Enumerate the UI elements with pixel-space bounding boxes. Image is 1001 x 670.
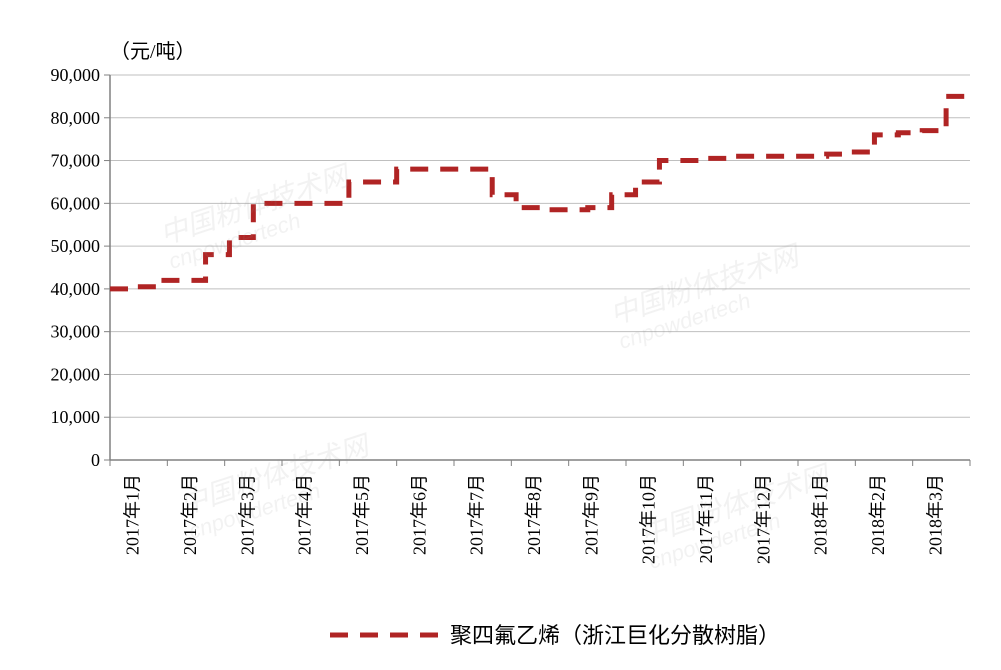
x-tick-label: 2017年2月 bbox=[180, 474, 200, 555]
y-tick-label: 90,000 bbox=[51, 65, 101, 85]
chart-container: （元/吨） 0 10,000 20,000 30,000 40,000 50,000 60,… bbox=[20, 20, 980, 650]
x-tick-label: 2017年5月 bbox=[352, 474, 372, 555]
x-tick-label: 2018年2月 bbox=[868, 474, 888, 555]
y-tick-label: 20,000 bbox=[51, 364, 101, 384]
x-tick-label: 2018年3月 bbox=[925, 474, 945, 555]
x-tick-label: 2017年3月 bbox=[237, 474, 257, 555]
x-tick-label: 2017年10月 bbox=[639, 474, 659, 564]
y-tick-label: 0 bbox=[91, 450, 100, 470]
x-tick-label: 2017年11月 bbox=[696, 474, 716, 563]
y-axis-unit-label: （元/吨） bbox=[110, 35, 196, 64]
x-tick-label: 2017年9月 bbox=[581, 474, 601, 555]
series-line bbox=[110, 96, 970, 289]
price-step-chart: 0 10,000 20,000 30,000 40,000 50,000 60,000 70,… bbox=[20, 20, 980, 650]
y-tick-label: 10,000 bbox=[51, 407, 101, 427]
y-tick-label: 30,000 bbox=[51, 322, 101, 342]
y-tick-label: 60,000 bbox=[51, 193, 101, 213]
y-tick-label: 50,000 bbox=[51, 236, 101, 256]
y-tick-label: 80,000 bbox=[51, 108, 101, 128]
y-tick-label: 40,000 bbox=[51, 279, 101, 299]
x-tick-label: 2017年7月 bbox=[467, 474, 487, 555]
y-tick-label: 70,000 bbox=[51, 151, 101, 171]
x-tick-label: 2017年6月 bbox=[409, 474, 429, 555]
x-tick-label: 2018年1月 bbox=[811, 474, 831, 555]
x-tick-label: 2017年12月 bbox=[753, 474, 773, 564]
x-tick-label: 2017年1月 bbox=[123, 474, 143, 555]
legend-label: 聚四氟乙烯（浙江巨化分散树脂） bbox=[450, 623, 780, 648]
x-tick-label: 2017年4月 bbox=[295, 474, 315, 555]
x-tick-label: 2017年8月 bbox=[524, 474, 544, 555]
